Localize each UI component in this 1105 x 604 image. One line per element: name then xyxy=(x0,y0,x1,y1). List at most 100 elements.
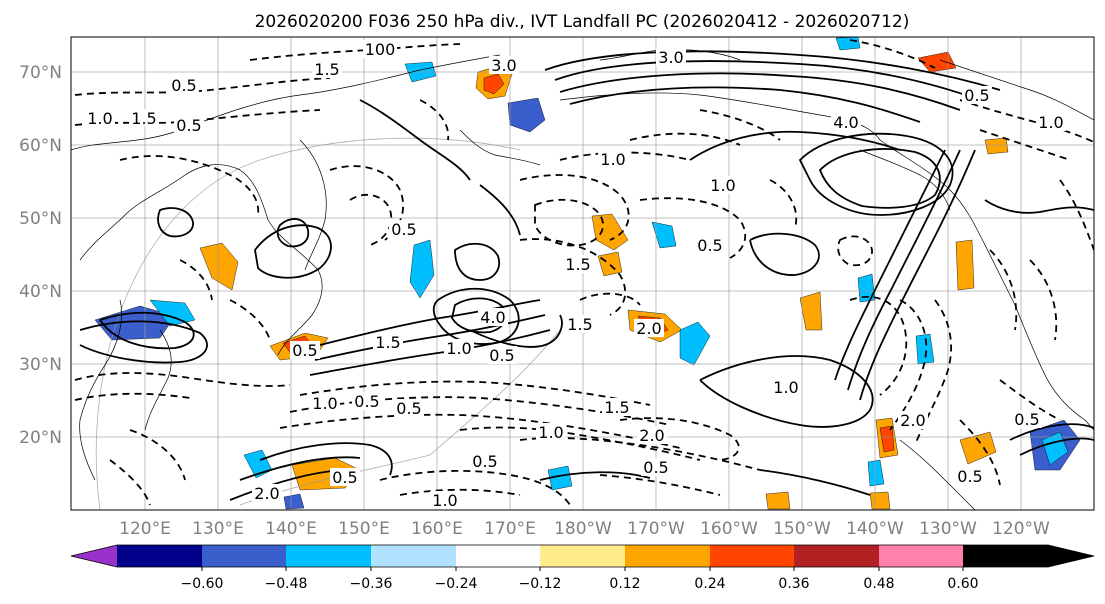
lon-label: 170°W xyxy=(627,519,685,539)
svg-text:0.5: 0.5 xyxy=(332,468,357,487)
contour-labels: 3.0 3.0 4.0 1.5 0.5 1.0 1.5 0.5 1.5 4.0 … xyxy=(85,40,1066,510)
svg-text:1.0: 1.0 xyxy=(87,109,112,128)
lon-label: 130°W xyxy=(919,519,977,539)
contour-label: 0.5 xyxy=(174,116,204,135)
contour-label: 0.5 xyxy=(955,467,985,486)
svg-text:1.5: 1.5 xyxy=(131,109,156,128)
lon-label: 120°W xyxy=(992,519,1050,539)
colorbar-tick-label: 0.60 xyxy=(947,576,978,592)
shading-patch xyxy=(547,465,573,491)
shading-patch xyxy=(915,333,935,365)
colorbar-tick-label: −0.12 xyxy=(519,576,562,592)
shading-patch xyxy=(651,221,677,249)
svg-text:0.5: 0.5 xyxy=(354,392,379,411)
svg-text:1.5: 1.5 xyxy=(565,255,590,274)
colorbar-tick-label: 0.12 xyxy=(609,576,640,592)
shading-patch xyxy=(149,299,196,327)
colorbar-segment xyxy=(456,545,540,567)
colorbar-segment xyxy=(710,545,794,567)
contour-label: 1.5 xyxy=(602,398,632,417)
shading-patch xyxy=(283,493,305,510)
svg-text:2.0: 2.0 xyxy=(639,426,664,445)
svg-text:1.0: 1.0 xyxy=(446,339,471,358)
svg-text:100: 100 xyxy=(365,40,396,59)
svg-text:1.0: 1.0 xyxy=(710,176,735,195)
svg-text:1.0: 1.0 xyxy=(538,423,563,442)
lat-label: 30°N xyxy=(19,355,62,375)
svg-text:0.5: 0.5 xyxy=(171,76,196,95)
shading-patch xyxy=(409,239,435,299)
colorbar-segment xyxy=(625,545,710,567)
contour-label: 1.5 xyxy=(565,315,595,334)
svg-text:0.5: 0.5 xyxy=(176,116,201,135)
svg-text:2.0: 2.0 xyxy=(636,319,661,338)
svg-text:2.0: 2.0 xyxy=(254,484,279,503)
contour-label: 0.5 xyxy=(487,346,517,365)
domain-outline xyxy=(95,137,521,510)
colorbar-tick-label: −0.48 xyxy=(265,576,308,592)
map-title: 2026020200 F036 250 hPa div., IVT Landfa… xyxy=(255,12,910,32)
contour-label: 1.5 xyxy=(312,60,342,79)
contours xyxy=(74,39,1094,506)
contour-label: 2.0 xyxy=(252,484,282,503)
contour-label: 0.5 xyxy=(330,468,360,487)
lon-label: 150°W xyxy=(773,519,831,539)
svg-text:4.0: 4.0 xyxy=(480,308,505,327)
colorbar-tick-label: 0.36 xyxy=(778,576,809,592)
lon-label: 150°E xyxy=(338,519,390,539)
shading-patch xyxy=(959,431,997,465)
colorbar-segment xyxy=(371,545,456,567)
colorbar-segment xyxy=(117,545,202,567)
svg-text:1.0: 1.0 xyxy=(773,378,798,397)
svg-text:1.5: 1.5 xyxy=(604,398,629,417)
colorbar-tick-label: 0.48 xyxy=(863,576,894,592)
contour-label: 0.5 xyxy=(394,399,424,418)
svg-text:0.5: 0.5 xyxy=(396,399,421,418)
lon-label: 180°W xyxy=(554,519,612,539)
contour-label: 0.5 xyxy=(352,392,382,411)
map-panel: 3.0 3.0 4.0 1.5 0.5 1.0 1.5 0.5 1.5 4.0 … xyxy=(71,37,1094,510)
map-frame xyxy=(70,36,1095,511)
contour-label: 0.5 xyxy=(1012,410,1042,429)
contour-label: 0.5 xyxy=(470,452,500,471)
latitude-labels: 70°N 60°N 50°N 40°N 30°N 20°N xyxy=(19,63,62,448)
colorbar-tick-label: −0.24 xyxy=(435,576,478,592)
shading-patch xyxy=(597,251,623,277)
shading-patch xyxy=(857,273,876,303)
colorbar-segment xyxy=(794,545,879,567)
shading-patch xyxy=(867,459,885,487)
colorbar-ticks xyxy=(201,567,964,571)
contour-label: 1.0 xyxy=(430,491,460,510)
colorbar-tick-label: −0.60 xyxy=(181,576,224,592)
contour-label: 0.5 xyxy=(695,236,725,255)
contour-label: 2.0 xyxy=(898,411,928,430)
colorbar-tick-label: −0.36 xyxy=(350,576,393,592)
contour-label: 0.5 xyxy=(962,86,992,105)
colorbar-extend-max xyxy=(963,545,1094,567)
contour-label: 1.0 xyxy=(85,109,115,128)
svg-text:3.0: 3.0 xyxy=(658,48,683,67)
contour-label: 1.0 xyxy=(310,394,340,413)
svg-text:0.5: 0.5 xyxy=(964,86,989,105)
lon-label: 140°W xyxy=(846,519,904,539)
colorbar-segment xyxy=(202,545,286,567)
svg-text:0.5: 0.5 xyxy=(489,346,514,365)
colorbar-segment xyxy=(540,545,625,567)
shading-patch xyxy=(835,37,861,51)
contour-label: 1.5 xyxy=(373,333,403,352)
lon-label: 130°E xyxy=(192,519,244,539)
lon-label: 160°W xyxy=(700,519,758,539)
lat-label: 60°N xyxy=(19,136,62,156)
shading-patch xyxy=(799,291,823,331)
shading-patch xyxy=(765,491,791,510)
contour-label: 1.0 xyxy=(1036,113,1066,132)
contour-label: 1.0 xyxy=(598,150,628,169)
contour-label: 1.5 xyxy=(563,255,593,274)
svg-text:3.0: 3.0 xyxy=(491,56,516,75)
graticule xyxy=(71,37,1094,510)
domain-outline xyxy=(239,329,561,506)
shading-patch xyxy=(955,239,975,291)
svg-text:1.5: 1.5 xyxy=(375,333,400,352)
contour-label: 2.0 xyxy=(634,319,664,338)
